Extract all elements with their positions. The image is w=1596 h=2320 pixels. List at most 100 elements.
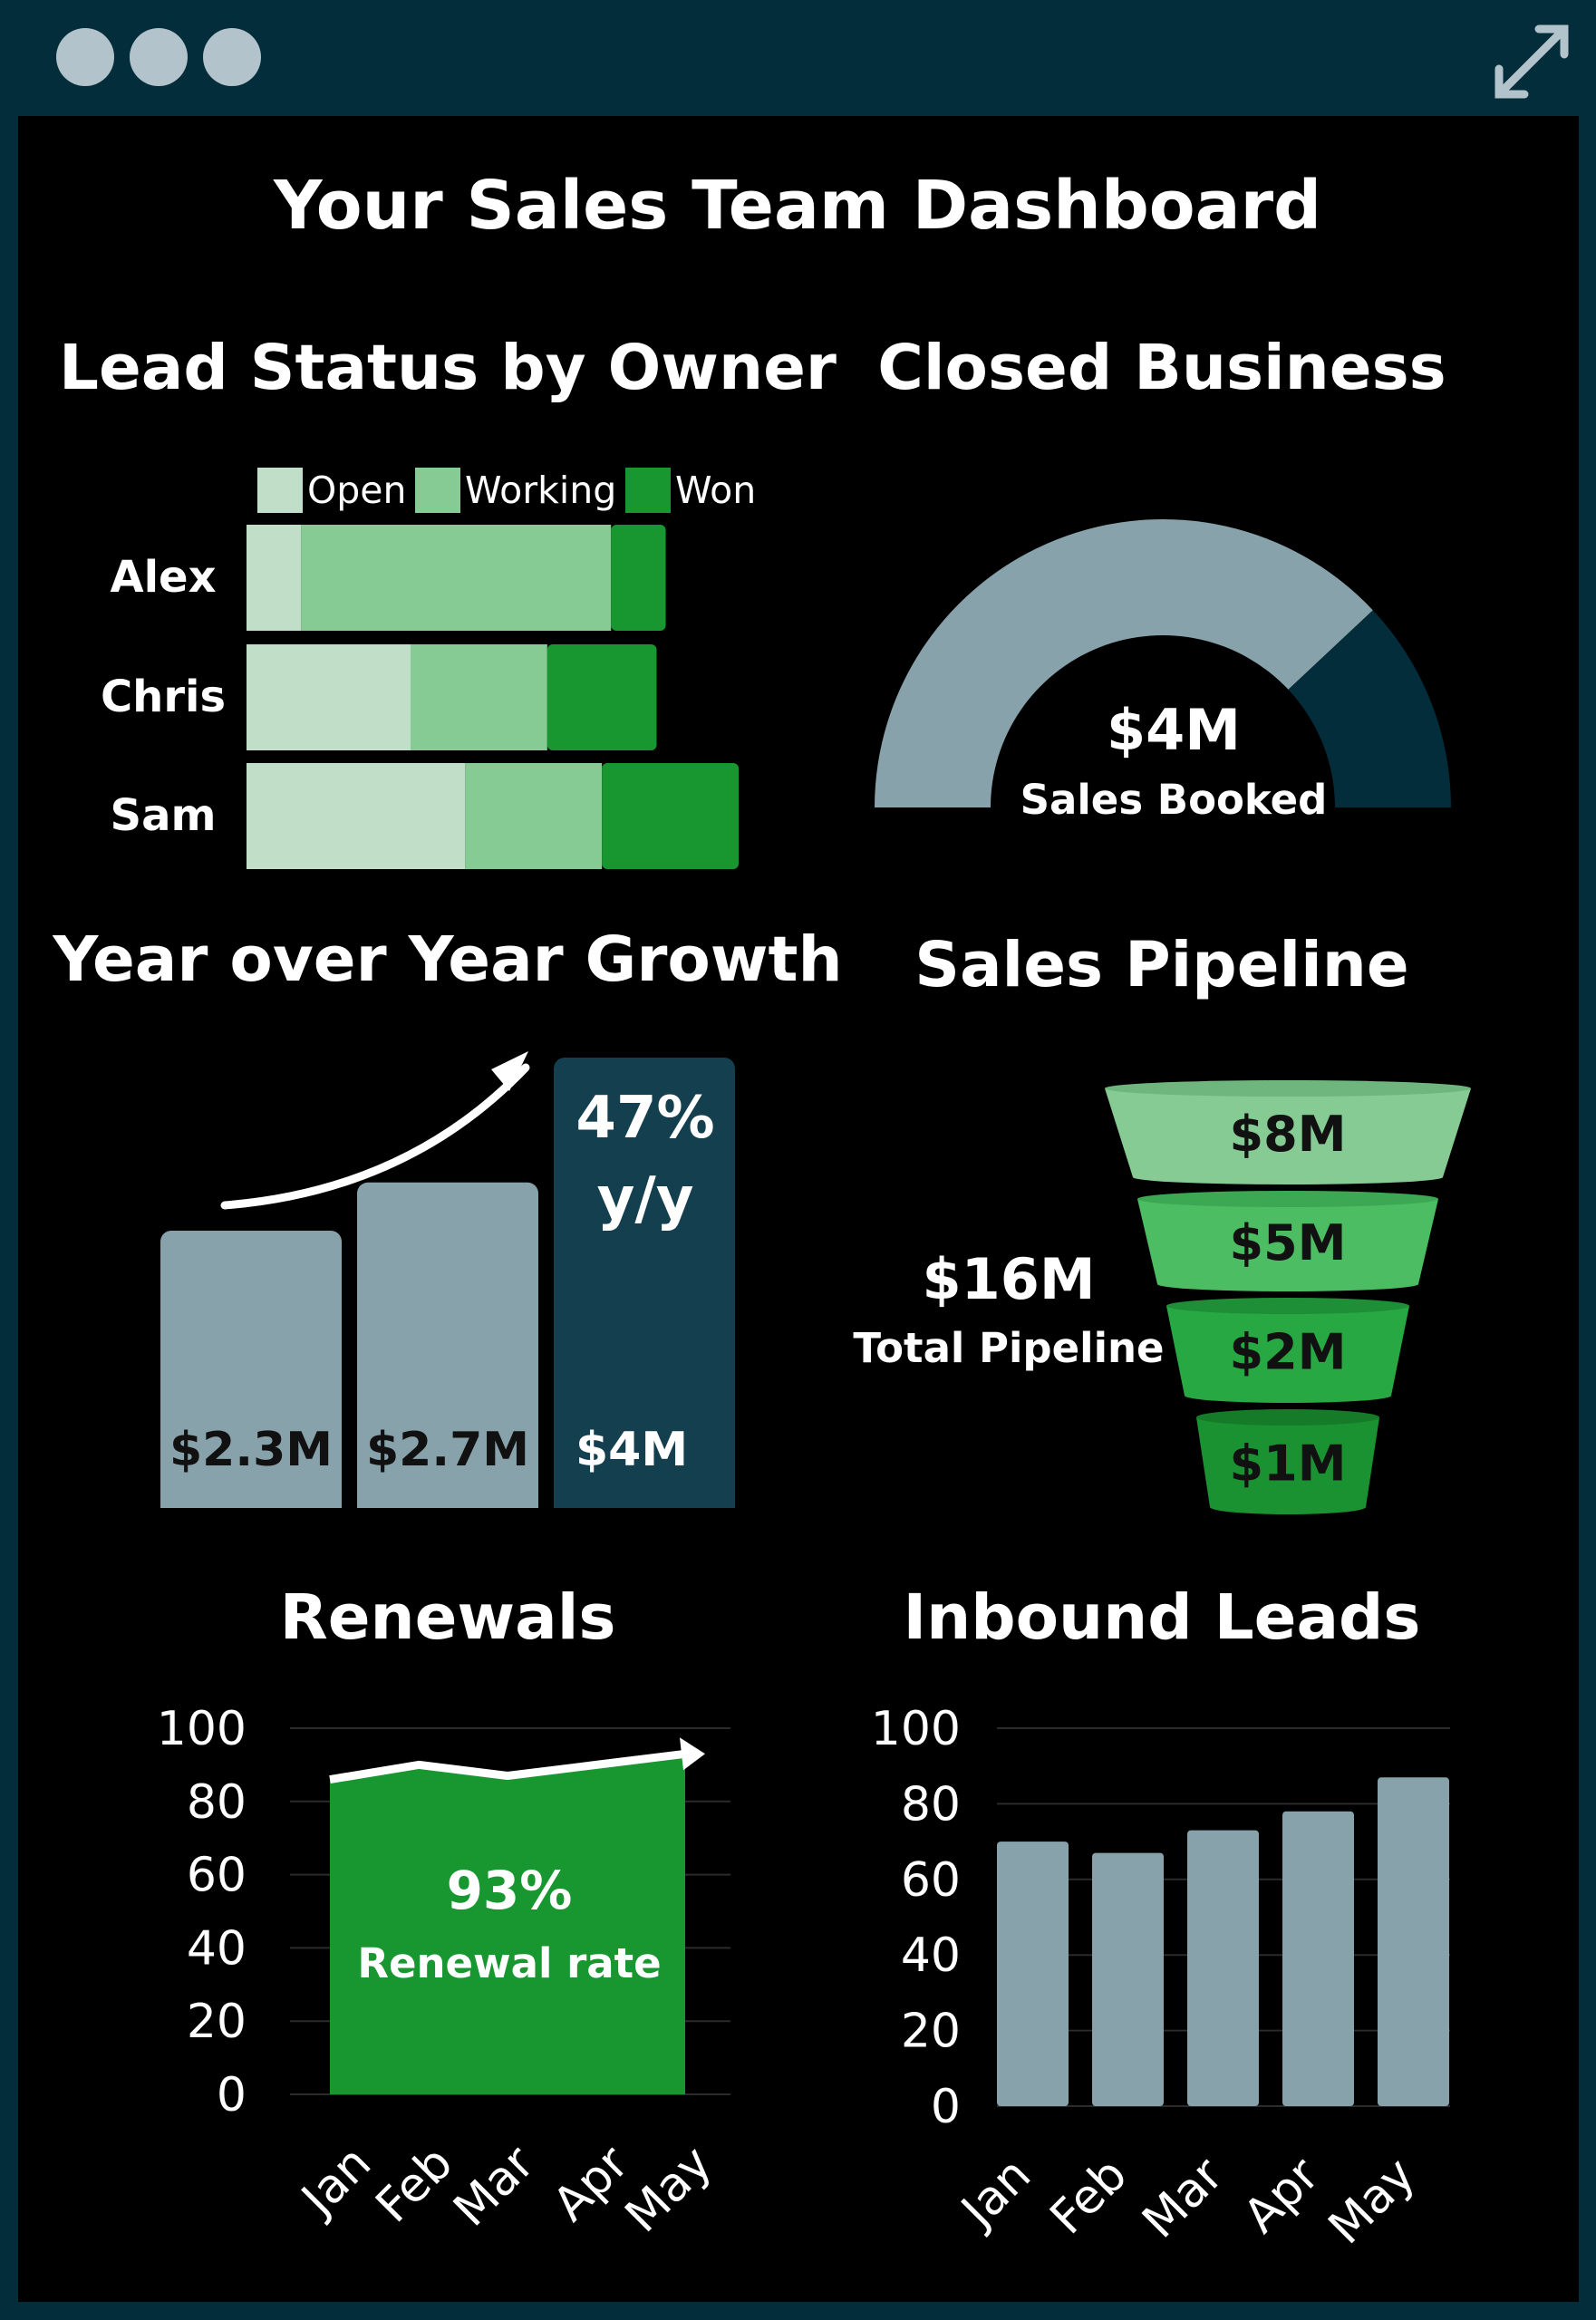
renewal-arrow-icon [680,1737,705,1771]
y-tick-label: 40 [187,1921,247,1976]
funnel-stage-bottom [1210,1500,1366,1514]
x-tick-label: Apr [1233,2147,1330,2243]
y-tick-label: 0 [217,2068,247,2122]
x-tick-label: Feb [366,2136,464,2234]
y-tick-label: 60 [187,1849,247,1903]
yoy-bar [160,1231,342,1508]
yoy-bar-label: $2.7M [366,1423,529,1477]
y-tick-label: 20 [901,2005,961,2059]
y-tick-label: 0 [931,2080,961,2134]
bar-segment-working [411,644,547,750]
funnel-stage-label: $2M [1230,1324,1347,1381]
y-tick-label: 80 [901,1777,961,1832]
gauge-remaining-arc [1288,610,1451,807]
y-tick-label: 80 [187,1775,247,1830]
window-dot[interactable] [203,28,261,86]
owner-label: Sam [111,790,217,841]
closed-business-gauge [875,519,1451,807]
funnel-stage [1105,1088,1471,1177]
closed-business-title: Closed Business [877,332,1446,404]
dashboard-panel: Your Sales Team Dashboard Lead Status by… [18,116,1579,2302]
bar-segment-won [547,644,657,750]
legend-swatch-open [257,468,303,513]
inbound-bar [1187,1830,1259,2106]
funnel-stage-label: $1M [1230,1436,1347,1493]
y-tick-label: 100 [871,1702,961,1756]
y-tick-label: 20 [187,1995,247,2049]
funnel-stage-rim [1105,1080,1471,1097]
yoy-bar-label: $4M [576,1423,688,1477]
x-tick-label: May [615,2136,722,2243]
yoy-title: Year over Year Growth [52,923,842,996]
funnel-stage-bottom [1133,1170,1443,1184]
growth-arrow-icon [220,1051,530,1210]
x-tick-label: Mar [443,2135,545,2237]
bar-segment-won [602,763,739,869]
funnel-stage-label: $8M [1230,1106,1347,1163]
lead-status-chart: Alex Chris Sam [101,525,739,869]
funnel-stage-rim [1196,1409,1379,1426]
expand-arrows-icon[interactable] [1486,16,1577,107]
bar-segment-won [611,525,666,631]
inbound-bar [1282,1811,1354,2106]
legend-label-working: Working [465,469,616,512]
renewal-line [329,1749,686,1784]
dashboard-title: Your Sales Team Dashboard [273,167,1321,245]
owner-label: Alex [110,552,216,603]
funnel-stage-rim [1137,1191,1438,1207]
funnel-stage-bottom [1157,1277,1418,1291]
x-tick-label: Feb [1040,2148,1138,2246]
funnel-stage-bottom [1185,1388,1391,1403]
inbound-bar [1092,1852,1164,2106]
gauge-achieved-arc [875,519,1373,807]
window-dot[interactable] [130,28,188,86]
x-tick-label: Apr [543,2135,639,2231]
inbound-bar [1378,1777,1449,2106]
legend-label-won: Won [675,469,756,512]
yoy-bar-base [357,1490,538,1508]
x-tick-label: Mar [1132,2147,1233,2248]
owner-label: Chris [101,672,226,722]
yoy-growth-label: y/y [597,1165,694,1232]
bar-segment-working [301,525,612,631]
funnel-stage [1137,1199,1438,1284]
funnel-stage [1196,1417,1379,1507]
inbound-title: Inbound Leads [903,1581,1420,1654]
lead-status-title: Lead Status by Owner [59,332,837,404]
yoy-growth-percent: 47% [576,1085,714,1152]
yoy-bar [357,1182,538,1508]
bar-segment-working [465,763,603,869]
legend-label-open: Open [307,469,407,512]
pipeline-funnel: $8M $5M $2M $1M [1105,1080,1471,1514]
bar-segment-open [247,644,411,750]
lead-status-legend: Open Working Won [257,468,756,513]
sales-booked-value: $4M [1107,697,1241,763]
yoy-bar [554,1058,735,1508]
yoy-bar-base [554,1490,735,1508]
renewals-title: Renewals [280,1581,616,1654]
pipeline-total: $16M [922,1246,1095,1312]
bar-segment-open [247,525,302,631]
bar-segment-open [247,763,466,869]
yoy-bar-label: $2.3M [169,1423,333,1477]
y-tick-label: 40 [901,1928,961,1983]
yoy-chart: $2.3M $2.7M $4M [160,1058,735,1508]
renewal-rate-value: 93% [447,1860,573,1921]
x-tick-label: May [1319,2148,1426,2255]
renewal-rate-caption: Renewal rate [357,1939,661,1987]
y-tick-label: 100 [157,1702,247,1756]
funnel-stage-rim [1166,1298,1409,1314]
y-tick-label: 60 [901,1853,961,1908]
yoy-bar-base [160,1490,342,1508]
legend-swatch-working [415,468,460,513]
pipeline-total-caption: Total Pipeline [853,1324,1164,1372]
dashboard-canvas: Your Sales Team Dashboard Lead Status by… [52,167,1471,2255]
x-tick-label: Jan [290,2136,382,2228]
funnel-stage-label: $5M [1230,1214,1347,1271]
renewal-area [330,1754,685,2094]
funnel-stage [1166,1306,1409,1396]
window-dot[interactable] [56,28,114,86]
